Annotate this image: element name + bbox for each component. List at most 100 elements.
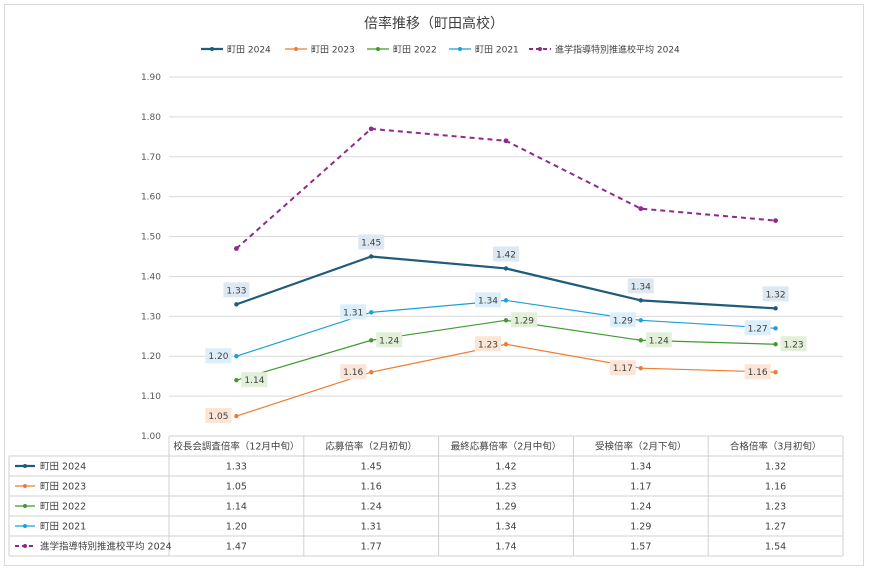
series-line — [235, 127, 776, 250]
data-point — [234, 377, 239, 383]
data-label-bg — [223, 282, 250, 298]
data-label-bg — [627, 278, 654, 294]
data-label: 1.14 — [244, 376, 264, 386]
line-chart: 倍率推移（町田高校） 町田 2024 町田 2023 町田 2022 町田 2021 進学… — [8, 15, 844, 557]
data-label: 1.17 — [613, 364, 633, 374]
data-label-bg — [241, 372, 268, 388]
legend-entry-label: 進学指導特別推進校平均 2024 — [555, 44, 680, 56]
data-point — [503, 318, 509, 323]
y-tick-label: 1.70 — [141, 153, 161, 163]
table-row-label: 町田 2023 — [40, 482, 86, 493]
data-point — [503, 342, 509, 347]
table-header-category: 受検倍率（2月下旬） — [595, 441, 687, 453]
table-legend-marker — [23, 504, 27, 508]
data-label: 1.23 — [784, 340, 804, 350]
table-cell-value: 1.47 — [226, 542, 247, 553]
table-cell-value: 1.24 — [361, 502, 382, 513]
y-tick-label: 1.00 — [141, 432, 161, 442]
legend-entry-label: 町田 2021 — [475, 45, 519, 56]
data-label-bg — [493, 246, 519, 262]
table-cell-value: 1.05 — [226, 482, 247, 493]
data-label-bg — [358, 234, 385, 250]
chart-title: 倍率推移（町田高校） — [364, 15, 504, 32]
data-label: 1.42 — [496, 250, 516, 260]
data-point — [773, 342, 778, 347]
y-tick-label: 1.60 — [141, 193, 161, 203]
series-line — [236, 343, 776, 417]
table-cell-value: 1.17 — [630, 482, 651, 493]
data-label-bg — [609, 360, 636, 376]
data-label-bg — [511, 312, 537, 328]
data-label: 1.20 — [208, 352, 228, 362]
data-point — [503, 266, 509, 271]
data-label: 1.29 — [514, 316, 534, 326]
data-point — [234, 354, 239, 359]
data-point — [369, 369, 374, 375]
data-label-bg — [340, 364, 367, 380]
table-cell-value: 1.74 — [495, 542, 516, 553]
legend-entry-label: 町田 2023 — [311, 45, 355, 56]
table-cell-value: 1.54 — [765, 542, 786, 553]
y-tick-label: 1.80 — [141, 113, 161, 123]
data-point — [368, 126, 374, 132]
data-label: 1.33 — [226, 286, 246, 296]
y-tick-label: 1.50 — [141, 233, 161, 243]
data-label-bg — [475, 292, 501, 308]
table-legend-marker — [23, 464, 27, 468]
table-cell-value: 1.23 — [765, 502, 786, 513]
table-cell-value: 1.14 — [226, 502, 247, 513]
data-point — [369, 310, 374, 315]
data-label-bg — [780, 336, 807, 352]
table-cell-value: 1.29 — [495, 502, 516, 513]
data-point — [773, 369, 778, 375]
legend-marker — [376, 47, 380, 51]
chart-frame: 倍率推移（町田高校） 町田 2024 町田 2023 町田 2022 町田 2021 進学… — [4, 4, 864, 566]
data-label-bg — [762, 286, 789, 302]
table-cell-value: 1.32 — [765, 462, 786, 473]
legend-marker — [294, 47, 298, 51]
data-point — [773, 218, 778, 224]
table-header-category: 応募倍率（2月初旬） — [325, 441, 417, 453]
table-row-label: 町田 2022 — [40, 502, 86, 513]
table-cell-value: 1.33 — [226, 462, 247, 473]
table-header-category: 校長会調査倍率（12月中旬） — [173, 441, 299, 453]
y-tick-label: 1.20 — [141, 352, 161, 362]
table-header-category: 合格倍率（3月初旬） — [730, 441, 822, 453]
data-point — [638, 206, 644, 212]
data-label: 1.16 — [748, 368, 768, 378]
y-tick-label: 1.10 — [141, 392, 161, 402]
table-header-category: 最終応募倍率（2月中旬） — [451, 441, 562, 453]
table-row-label: 進学指導特別推進校平均 2024 — [40, 541, 172, 553]
data-point — [638, 318, 643, 323]
table-cell-value: 1.24 — [630, 502, 651, 513]
data-point — [638, 365, 643, 371]
data-label: 1.32 — [766, 290, 786, 300]
data-label: 1.16 — [343, 368, 363, 378]
legend-marker — [210, 47, 214, 51]
data-point — [369, 338, 374, 343]
table-cell-value: 1.57 — [630, 542, 651, 553]
table-cell-value: 1.29 — [630, 522, 651, 533]
table-cell-value: 1.16 — [361, 482, 382, 493]
table-row-label: 町田 2024 — [40, 462, 86, 473]
table-legend-marker — [23, 484, 27, 488]
data-point — [503, 298, 509, 303]
data-label: 1.23 — [478, 340, 498, 350]
table-cell-value: 1.45 — [361, 462, 382, 473]
data-label: 1.27 — [748, 324, 768, 334]
table-legend-marker — [23, 544, 27, 548]
data-label-bg — [205, 408, 232, 424]
data-label-bg — [376, 332, 403, 348]
data-label-bg — [609, 312, 636, 328]
data-point — [369, 254, 374, 259]
data-label: 1.05 — [208, 412, 228, 422]
data-point — [234, 246, 239, 251]
data-label: 1.34 — [631, 282, 651, 292]
data-label-bg — [475, 336, 501, 352]
data-label-bg — [340, 304, 367, 320]
y-tick-label: 1.30 — [141, 312, 161, 322]
y-tick-label: 1.40 — [141, 272, 161, 282]
data-label-bg — [744, 364, 771, 380]
series-line — [236, 299, 776, 357]
data-label: 1.45 — [361, 239, 381, 249]
